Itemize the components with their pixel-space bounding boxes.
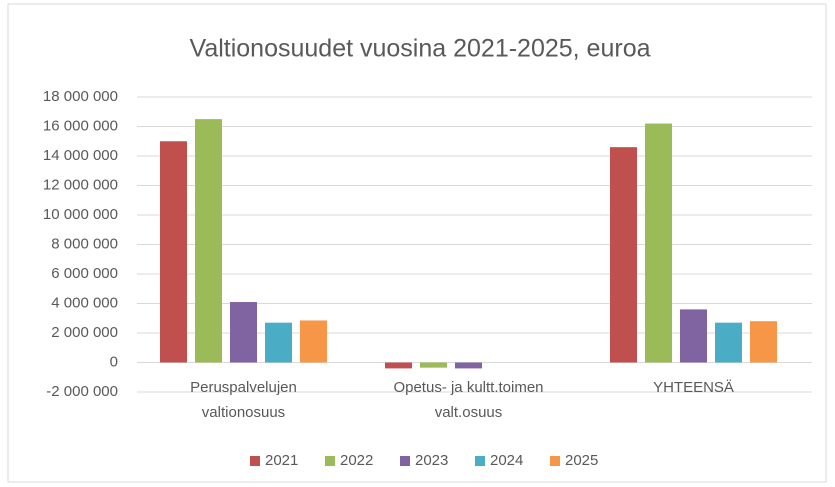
bar [610,147,637,363]
bar [715,322,742,363]
bar [455,362,482,369]
y-tick-label: 18 000 000 [43,88,118,105]
bar [265,322,292,363]
x-tick-label: Peruspalvelujen [190,379,297,396]
legend-label: 2021 [265,452,298,469]
bar [230,302,257,363]
legend-label: 2024 [490,452,523,469]
bar [300,320,327,363]
y-tick-label: 10 000 000 [43,206,118,223]
bar [750,321,777,363]
x-tick-label: YHTEENSÄ [653,379,734,396]
x-tick-label: valtionosuus [202,404,285,421]
chart-border [7,3,827,483]
x-tick-label: Opetus- ja kultt.toimen [393,379,543,396]
y-tick-label: 14 000 000 [43,147,118,164]
y-tick-label: 2 000 000 [51,324,118,341]
bar [680,309,707,363]
y-tick-label: 16 000 000 [43,117,118,134]
y-tick-label: 12 000 000 [43,176,118,193]
y-tick-label: 6 000 000 [51,265,118,282]
chart-title: Valtionosuudet vuosina 2021-2025, euroa [190,35,651,63]
legend-label: 2025 [565,452,598,469]
legend-swatch [400,456,410,466]
legend-swatch [250,456,260,466]
y-tick-label: 0 [110,353,118,370]
legend-swatch [550,456,560,466]
y-tick-label: 4 000 000 [51,294,118,311]
bar [160,141,187,363]
legend-label: 2023 [415,452,448,469]
bar [420,362,447,368]
bar [385,362,412,369]
legend-label: 2022 [340,452,373,469]
x-tick-label: valt.osuus [435,404,503,421]
y-tick-label: -2 000 000 [46,383,118,400]
bar [645,123,672,363]
y-tick-label: 8 000 000 [51,235,118,252]
bar [195,119,222,363]
legend-swatch [325,456,335,466]
legend-swatch [475,456,485,466]
